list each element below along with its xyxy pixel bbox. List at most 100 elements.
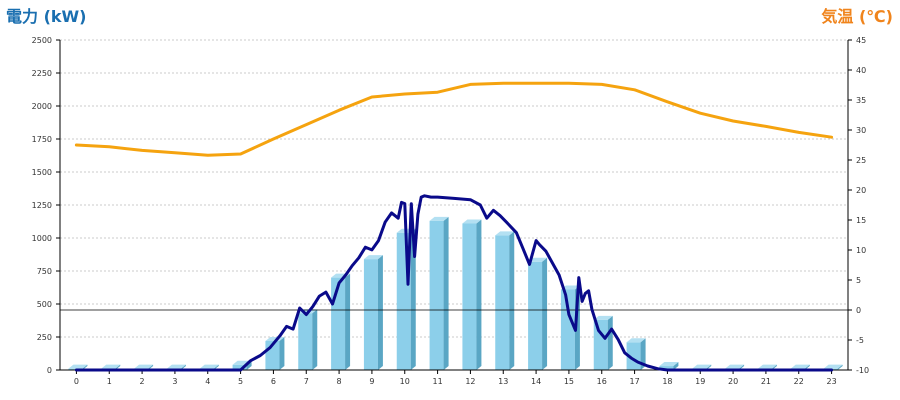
x-tick-label: 0 bbox=[74, 377, 79, 386]
bar-front bbox=[232, 364, 247, 370]
bar-top bbox=[101, 364, 121, 369]
x-tick-label: 16 bbox=[597, 377, 607, 386]
bar-top bbox=[462, 219, 482, 224]
x-tick-label: 2 bbox=[140, 377, 145, 386]
x-tick-label: 13 bbox=[498, 377, 508, 386]
bar-top bbox=[659, 362, 679, 367]
x-tick-label: 10 bbox=[400, 377, 410, 386]
right-axis-title: 気温 (℃) bbox=[821, 7, 893, 26]
left-tick-label: 500 bbox=[37, 300, 52, 309]
bar-side bbox=[443, 216, 449, 370]
bar bbox=[331, 273, 351, 370]
bar-top bbox=[429, 216, 449, 221]
x-tick-label: 7 bbox=[304, 377, 309, 386]
bar bbox=[298, 309, 318, 370]
x-tick-label: 9 bbox=[369, 377, 374, 386]
bar-side bbox=[476, 219, 482, 370]
left-tick-label: 1500 bbox=[32, 168, 52, 177]
right-tick-label: 10 bbox=[856, 246, 866, 255]
bar-front bbox=[495, 235, 510, 370]
bar-top bbox=[495, 231, 515, 236]
bar-front bbox=[528, 261, 543, 370]
bar-side bbox=[542, 257, 548, 370]
bar-top bbox=[626, 338, 646, 343]
bar-side bbox=[509, 231, 515, 370]
right-tick-label: -10 bbox=[856, 366, 869, 375]
bar-top bbox=[823, 364, 843, 369]
x-tick-label: 15 bbox=[564, 377, 574, 386]
bar-front bbox=[331, 277, 346, 370]
right-tick-label: 0 bbox=[856, 306, 861, 315]
bar-front bbox=[659, 366, 674, 370]
left-tick-label: 750 bbox=[37, 267, 52, 276]
bar bbox=[659, 362, 679, 370]
bar-top bbox=[725, 364, 745, 369]
right-tick-label: 30 bbox=[856, 126, 866, 135]
grid bbox=[60, 39, 848, 338]
bar-top bbox=[560, 285, 580, 290]
x-tick-label: 11 bbox=[432, 377, 442, 386]
bar-top bbox=[68, 364, 88, 369]
right-tick-label: 20 bbox=[856, 186, 866, 195]
right-tick-label: -5 bbox=[856, 336, 864, 345]
bar bbox=[626, 338, 646, 370]
x-tick-label: 20 bbox=[728, 377, 738, 386]
x-tick-label: 12 bbox=[465, 377, 475, 386]
x-tick-label: 1 bbox=[107, 377, 112, 386]
temperature-line bbox=[74, 81, 834, 157]
bar-front bbox=[429, 220, 444, 370]
bar-front bbox=[462, 223, 477, 370]
bar-side bbox=[345, 273, 351, 370]
bar-side bbox=[837, 364, 843, 370]
right-tick-label: 35 bbox=[856, 96, 866, 105]
bar-top bbox=[528, 257, 548, 262]
left-tick-label: 1750 bbox=[32, 135, 52, 144]
x-tick-label: 3 bbox=[172, 377, 177, 386]
bar-top bbox=[757, 364, 777, 369]
bar-top bbox=[134, 364, 154, 369]
bar-front bbox=[298, 313, 313, 370]
right-tick-label: 5 bbox=[856, 276, 861, 285]
left-axis-title: 電力 (kW) bbox=[6, 7, 87, 26]
x-tick-label: 23 bbox=[826, 377, 836, 386]
right-tick-label: 15 bbox=[856, 216, 866, 225]
bar-side bbox=[279, 336, 285, 370]
x-tick-label: 21 bbox=[761, 377, 771, 386]
left-tick-label: 2250 bbox=[32, 69, 52, 78]
bar-side bbox=[410, 228, 416, 370]
bar bbox=[495, 231, 515, 370]
x-tick-label: 5 bbox=[238, 377, 243, 386]
power-line bbox=[74, 194, 834, 372]
x-tick-label: 18 bbox=[662, 377, 672, 386]
left-tick-label: 0 bbox=[47, 366, 52, 375]
series-lines bbox=[74, 81, 834, 372]
bar-top bbox=[593, 315, 613, 320]
tick-labels: 02505007501000125015001750200022502500-1… bbox=[32, 36, 869, 386]
left-tick-label: 250 bbox=[37, 333, 52, 342]
bar-top bbox=[363, 255, 383, 260]
bar bbox=[528, 257, 548, 370]
bar-front bbox=[363, 259, 378, 370]
bar-side bbox=[312, 309, 318, 370]
bar-front bbox=[593, 319, 608, 370]
left-tick-label: 1250 bbox=[32, 201, 52, 210]
left-tick-label: 1000 bbox=[32, 234, 52, 243]
right-tick-label: 25 bbox=[856, 156, 866, 165]
left-tick-label: 2000 bbox=[32, 102, 52, 111]
bar-top bbox=[692, 364, 712, 369]
bar-side bbox=[607, 315, 613, 370]
x-tick-label: 22 bbox=[794, 377, 804, 386]
bar-side bbox=[673, 362, 679, 370]
bar bbox=[429, 216, 449, 370]
axes bbox=[56, 39, 852, 374]
bar bbox=[462, 219, 482, 370]
right-tick-label: 40 bbox=[856, 66, 866, 75]
bar-top bbox=[790, 364, 810, 369]
power-bars bbox=[68, 216, 843, 370]
left-tick-label: 2500 bbox=[32, 36, 52, 45]
bar-top bbox=[166, 364, 186, 369]
bar-side bbox=[377, 255, 383, 370]
bar bbox=[363, 255, 383, 370]
x-tick-label: 17 bbox=[629, 377, 639, 386]
